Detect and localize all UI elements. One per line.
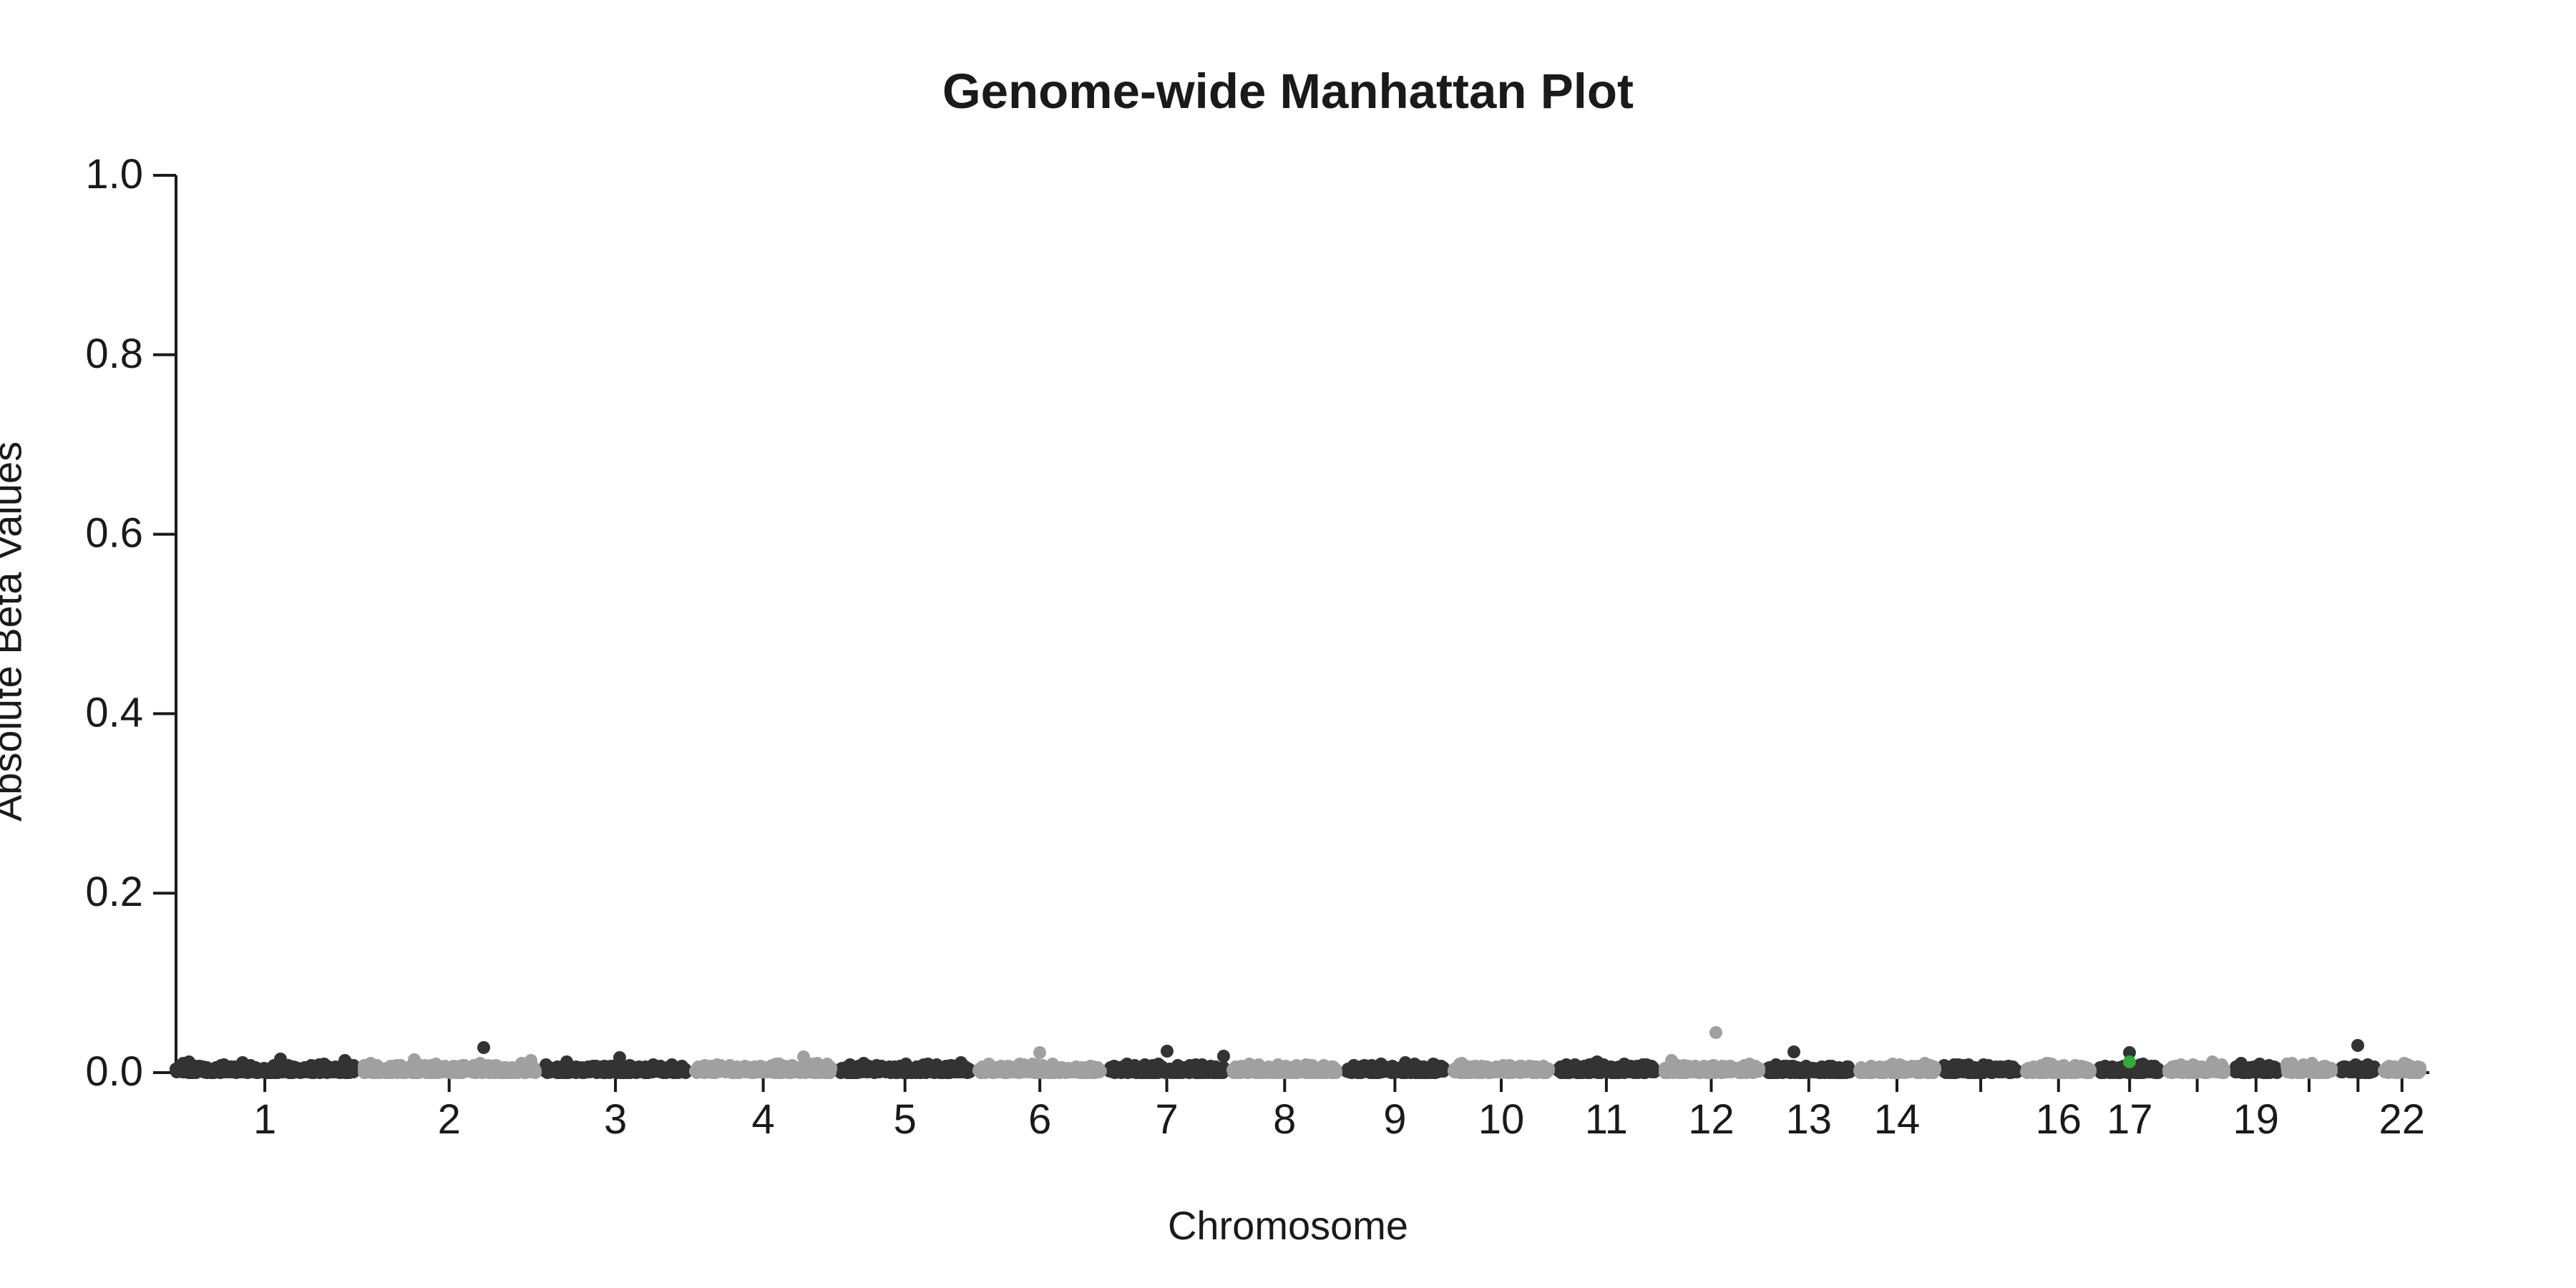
svg-text:5: 5 (894, 1096, 917, 1143)
svg-text:0.6: 0.6 (85, 510, 143, 557)
svg-text:3: 3 (604, 1096, 627, 1143)
svg-text:13: 13 (1786, 1096, 1833, 1143)
svg-text:0.0: 0.0 (85, 1048, 143, 1095)
svg-text:16: 16 (2036, 1096, 2082, 1143)
svg-text:6: 6 (1028, 1096, 1051, 1143)
svg-text:2: 2 (438, 1096, 461, 1143)
svg-text:14: 14 (1874, 1096, 1921, 1143)
svg-text:0.4: 0.4 (85, 689, 143, 736)
svg-text:8: 8 (1273, 1096, 1296, 1143)
svg-text:0.8: 0.8 (85, 331, 143, 377)
svg-text:10: 10 (1478, 1096, 1525, 1143)
svg-text:12: 12 (1688, 1096, 1735, 1143)
svg-text:7: 7 (1155, 1096, 1178, 1143)
svg-text:17: 17 (2107, 1096, 2153, 1143)
svg-text:19: 19 (2233, 1096, 2280, 1143)
svg-text:11: 11 (1585, 1096, 1628, 1143)
svg-text:0.2: 0.2 (85, 869, 143, 915)
svg-text:9: 9 (1383, 1096, 1406, 1143)
svg-text:4: 4 (751, 1096, 774, 1143)
svg-text:22: 22 (2379, 1096, 2426, 1143)
svg-text:1: 1 (253, 1096, 276, 1143)
svg-text:1.0: 1.0 (85, 151, 143, 197)
